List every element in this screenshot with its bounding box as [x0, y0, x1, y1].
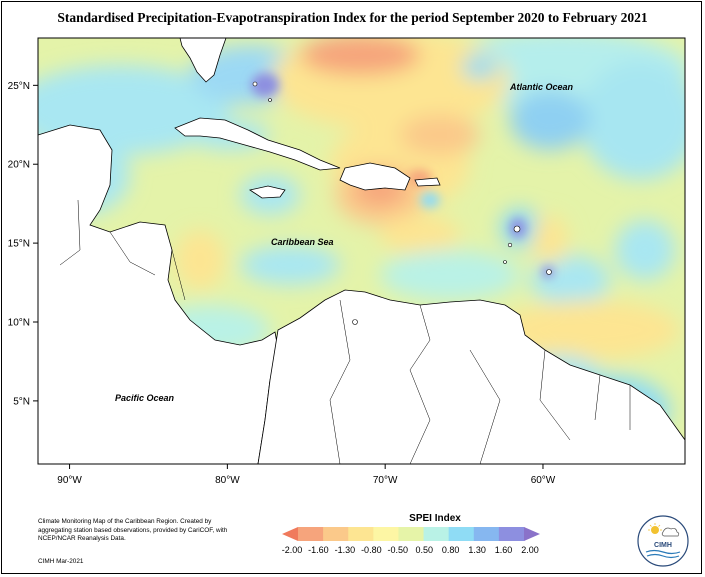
legend-tick-label: -2.00 — [282, 545, 303, 555]
legend-tick-label: -1.30 — [335, 545, 356, 555]
legend-colorbar — [282, 527, 540, 541]
page-title: Standardised Precipitation-Evapotranspir… — [57, 10, 648, 25]
legend-swatch — [473, 527, 500, 541]
caribbean-sea-label: Caribbean Sea — [271, 237, 334, 247]
cimh-logo-icon: CIMH — [636, 514, 690, 568]
legend-tick-label: 2.00 — [521, 545, 539, 555]
atlantic-ocean-label: Atlantic Ocean — [509, 82, 574, 92]
legend-tick-label: 1.60 — [495, 545, 513, 555]
legend-tick-label: -0.50 — [388, 545, 409, 555]
lon-tick-label: 60°W — [531, 475, 556, 486]
lat-tick-label: 5°N — [13, 396, 30, 407]
legend-swatch-high-tip — [524, 527, 540, 541]
lat-tick-label: 15°N — [8, 239, 30, 250]
lon-tick-label: 90°W — [57, 475, 82, 486]
land-masses — [38, 38, 685, 464]
legend-swatch-low-tip — [282, 527, 298, 541]
latitude-ticks: 25°N 20°N 15°N 10°N 5°N — [8, 81, 38, 407]
legend-swatch — [373, 527, 399, 541]
legend-tick-label: -1.60 — [308, 545, 329, 555]
lat-tick-label: 20°N — [8, 160, 30, 171]
map-border — [37, 37, 686, 465]
credits-date: CIMH Mar-2021 — [38, 558, 84, 565]
lat-tick-label: 10°N — [8, 318, 30, 329]
lat-tick-label: 25°N — [8, 81, 30, 92]
legend-tick-label: -0.80 — [361, 545, 382, 555]
legend-tick-label: 0.80 — [442, 545, 460, 555]
logo-text: CIMH — [654, 542, 672, 549]
legend-swatch — [323, 527, 349, 541]
legend-ticks: -2.00 -1.60 -1.30 -0.80 -0.50 0.50 0.80 1.30 1.6… — [282, 545, 539, 555]
longitude-ticks: 90°W 80°W 70°W 60°W — [57, 464, 556, 486]
legend-swatch — [448, 527, 475, 541]
country-borders — [59, 199, 631, 464]
credits-text: Climate Monitoring Map of the Caribbean … — [38, 518, 228, 543]
lon-tick-label: 80°W — [215, 475, 240, 486]
legend-swatch — [298, 527, 324, 541]
pacific-ocean-label: Pacific Ocean — [115, 393, 175, 403]
legend-swatch — [498, 527, 525, 541]
legend-tick-label: 0.50 — [415, 545, 433, 555]
legend-tick-label: 1.30 — [468, 545, 486, 555]
lon-tick-label: 70°W — [373, 475, 398, 486]
legend-swatch — [398, 527, 425, 541]
spei-field — [38, 38, 685, 464]
legend-swatch — [348, 527, 374, 541]
legend-swatch — [423, 527, 450, 541]
legend-title: SPEI Index — [409, 513, 461, 524]
